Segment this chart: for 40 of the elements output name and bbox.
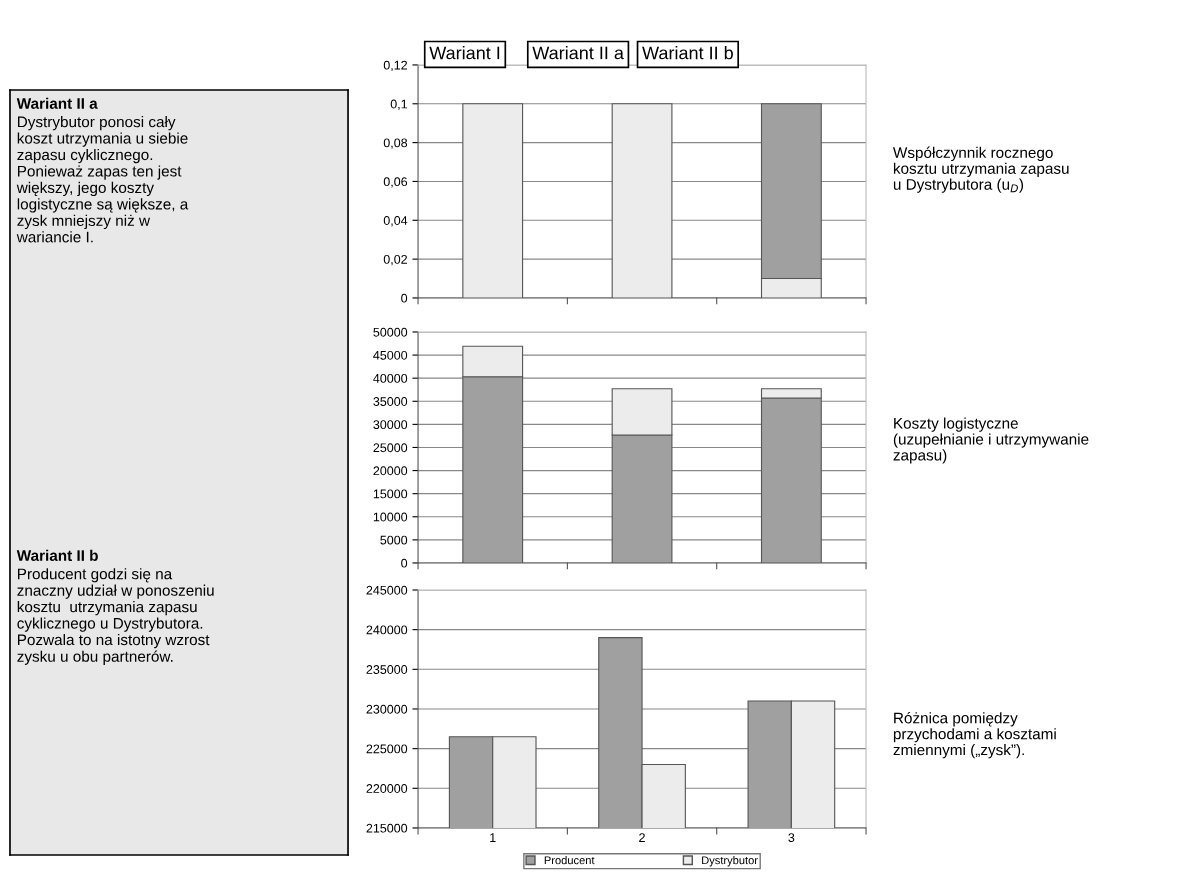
y-tick-label: 230000: [366, 704, 408, 714]
y-tick-label: 15000: [373, 489, 408, 499]
legend-label: Producent: [544, 856, 595, 865]
y-tick-label: 245000: [366, 585, 408, 595]
text: Dystrybutor ponosi cały koszt utrzymania u siebie zapasu cyklicznego. Ponieważ zapas ten jest większy, jego koszty logistyczne są większe, a zysk mniejszy niż w wariancie I.: [16, 116, 189, 243]
y-tick-label: 35000: [373, 397, 408, 406]
text: Wariant II a: [16, 97, 98, 109]
x-tick-label: 2: [639, 833, 645, 842]
y-tick-label: 220000: [366, 784, 408, 793]
text: Producent godzi się na znaczny udział w ponoszeniu kosztu utrzymania zapasu cyklicznego u Dystrybutora. Pozwala to na istotny wzrost zysku u obu partnerów.: [17, 568, 214, 665]
y-tick-label: 0,04: [383, 216, 408, 227]
y-tick-label: 0,06: [383, 177, 408, 188]
y-tick-label: 0,02: [383, 254, 407, 266]
y-tick-label: 5000: [380, 535, 408, 545]
text: Wariant II b: [16, 549, 98, 561]
text: Wariant I: [429, 46, 500, 60]
text: Koszty logistyczne (uzupełnianie i utrzymywanie zapasu): [893, 417, 1089, 464]
x-tick-label: 3: [788, 833, 795, 843]
y-tick-label: 0,12: [383, 60, 407, 72]
y-tick-label: 20000: [373, 466, 408, 476]
y-tick-label: 25000: [373, 443, 408, 453]
y-tick-label: 0: [401, 293, 408, 303]
y-tick-label: 0: [401, 558, 408, 568]
y-tick-label: 40000: [373, 373, 408, 383]
text: Wariant II a: [532, 46, 624, 60]
y-tick-label: 45000: [373, 350, 408, 360]
y-tick-label: 215000: [366, 823, 408, 833]
y-tick-label: 235000: [366, 665, 408, 674]
y-tick-label: 0,08: [383, 138, 408, 149]
legend-label: Dystrybutor: [702, 856, 758, 867]
text: Różnica pomiędzy przychodami a kosztami zmiennymi („zysk”).: [893, 712, 1056, 759]
y-tick-label: 10000: [373, 512, 408, 522]
y-tick-label: 50000: [373, 327, 408, 337]
y-tick-label: 30000: [373, 420, 408, 430]
text: Wariant II b: [642, 46, 733, 60]
x-tick-label: 1: [490, 833, 496, 842]
y-tick-label: 240000: [366, 625, 408, 635]
y-tick-label: 225000: [366, 744, 408, 754]
y-tick-label: 0,1: [390, 99, 408, 110]
text: Współczynnik rocznego kosztu utrzymania zapasu u Dystrybutora (u$_{D}$): [892, 146, 1069, 193]
